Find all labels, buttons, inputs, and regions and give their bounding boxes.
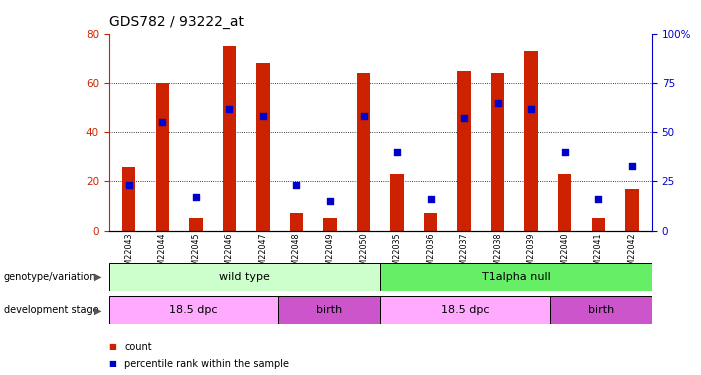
Point: [391, 149, 402, 155]
Point: [157, 119, 168, 125]
Point: [559, 149, 571, 155]
Bar: [424, 213, 437, 231]
Bar: [156, 83, 169, 231]
Point: [190, 194, 201, 200]
Point: [291, 182, 302, 188]
Bar: [278, 296, 381, 324]
Point: [425, 196, 436, 202]
Point: [592, 196, 604, 202]
Text: development stage: development stage: [4, 305, 98, 315]
Bar: [558, 174, 571, 231]
Bar: [390, 174, 404, 231]
Bar: [109, 262, 381, 291]
Bar: [550, 296, 652, 324]
Bar: [189, 218, 203, 231]
Text: 18.5 dpc: 18.5 dpc: [441, 305, 489, 315]
Point: [492, 100, 503, 106]
Point: [626, 163, 637, 169]
Bar: [357, 73, 370, 231]
Text: T1alpha null: T1alpha null: [482, 272, 550, 282]
Bar: [109, 296, 278, 324]
Text: ■: ■: [109, 342, 116, 351]
Text: GDS782 / 93222_at: GDS782 / 93222_at: [109, 15, 244, 29]
Bar: [381, 262, 652, 291]
Bar: [625, 189, 639, 231]
Bar: [223, 46, 236, 231]
Bar: [122, 166, 135, 231]
Text: wild type: wild type: [219, 272, 270, 282]
Bar: [290, 213, 303, 231]
Text: ▶: ▶: [94, 272, 102, 282]
Bar: [323, 218, 336, 231]
Text: ▶: ▶: [94, 305, 102, 315]
Text: birth: birth: [588, 305, 614, 315]
Bar: [592, 218, 605, 231]
Point: [526, 106, 537, 112]
Point: [257, 113, 268, 119]
Point: [325, 198, 336, 204]
Point: [358, 113, 369, 119]
Bar: [381, 296, 550, 324]
Point: [123, 182, 135, 188]
Bar: [491, 73, 505, 231]
Text: genotype/variation: genotype/variation: [4, 272, 96, 282]
Bar: [524, 51, 538, 231]
Text: ■: ■: [109, 359, 116, 368]
Text: count: count: [124, 342, 151, 352]
Text: percentile rank within the sample: percentile rank within the sample: [124, 359, 289, 369]
Bar: [256, 63, 270, 231]
Bar: [458, 70, 471, 231]
Text: birth: birth: [316, 305, 343, 315]
Point: [458, 116, 470, 122]
Text: 18.5 dpc: 18.5 dpc: [170, 305, 218, 315]
Point: [224, 106, 235, 112]
